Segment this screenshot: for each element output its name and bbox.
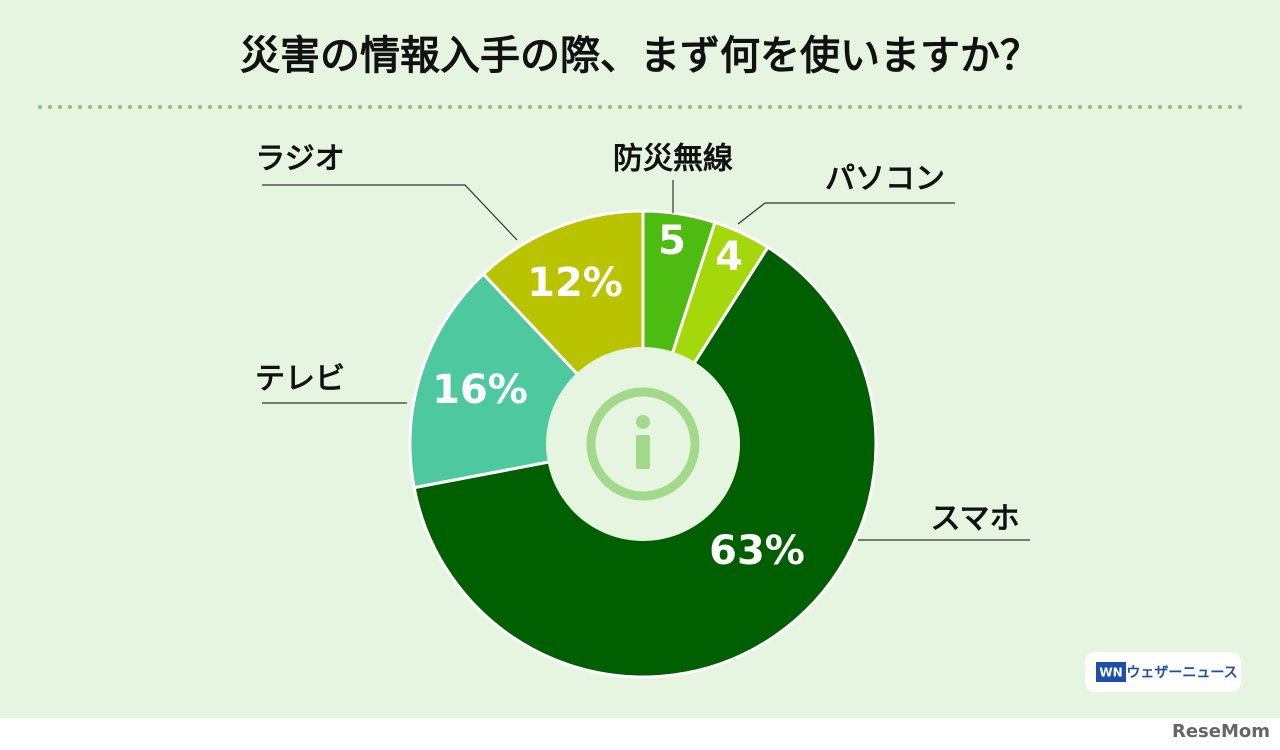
category-label: ラジオ [255, 142, 344, 177]
info-icon-bar [636, 435, 650, 469]
footer-strip [0, 718, 1280, 746]
value-label: 12% [527, 260, 623, 306]
leader-line [262, 184, 518, 241]
chart-title: 災害の情報入手の際、まず何を使いますか？ [240, 33, 1040, 79]
category-label: 防災無線 [613, 142, 733, 177]
logo-mark-box [1096, 662, 1126, 682]
value-label: 63% [709, 528, 805, 574]
value-label: 16% [432, 367, 528, 413]
category-label: パソコン [825, 162, 945, 197]
category-label: テレビ [255, 362, 345, 397]
category-label: スマホ [930, 502, 1019, 537]
logo-text: ウェザーニュース [1126, 665, 1237, 681]
value-label: 5 [658, 218, 686, 264]
info-icon [586, 387, 700, 501]
logo-mark: WN [1099, 666, 1122, 680]
leader-line [737, 202, 955, 225]
watermark: ReseMom [1172, 721, 1270, 742]
logo: WN ウェザーニュース [1085, 652, 1241, 692]
value-label: 4 [715, 234, 743, 280]
info-icon-dot [636, 415, 650, 429]
